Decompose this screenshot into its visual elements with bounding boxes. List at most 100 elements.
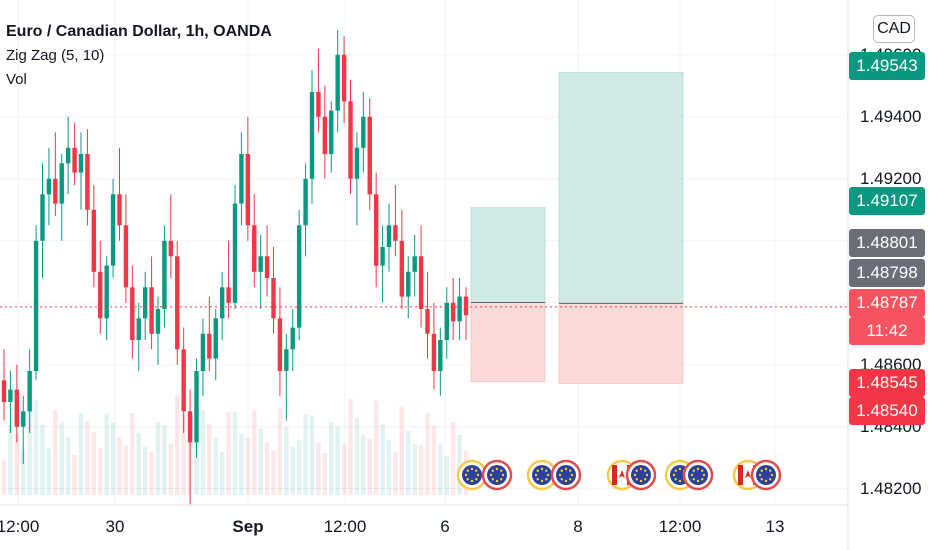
candle-body[interactable] xyxy=(219,287,225,319)
candle-body[interactable] xyxy=(46,178,52,195)
candle-body[interactable] xyxy=(284,349,289,371)
candle-body[interactable] xyxy=(239,154,244,204)
volume-bar xyxy=(425,412,430,495)
candle-body[interactable] xyxy=(438,340,443,371)
candle-body[interactable] xyxy=(373,194,379,266)
euro-flag-icon[interactable] xyxy=(625,459,657,491)
candle-body[interactable] xyxy=(110,194,116,266)
loss-zone[interactable] xyxy=(558,303,684,384)
candle-body[interactable] xyxy=(341,54,347,102)
profit-zone[interactable] xyxy=(470,207,546,303)
candle-body[interactable] xyxy=(53,178,58,204)
candle-body[interactable] xyxy=(187,411,193,443)
time-axis-label: 12:00 xyxy=(0,517,40,536)
volume-indicator-label[interactable]: Vol xyxy=(6,71,27,88)
profit-zone[interactable] xyxy=(558,72,684,304)
candle-body[interactable] xyxy=(78,154,84,173)
candle-body[interactable] xyxy=(425,309,430,334)
candle-body[interactable] xyxy=(444,302,449,340)
volume-bar xyxy=(91,432,97,495)
candle-body[interactable] xyxy=(245,154,251,226)
loss-zone[interactable] xyxy=(470,302,546,383)
candle-body[interactable] xyxy=(130,287,135,340)
economic-events[interactable] xyxy=(456,459,782,491)
candle-body[interactable] xyxy=(367,116,372,195)
candle-body[interactable] xyxy=(149,287,154,334)
candle-body[interactable] xyxy=(329,110,334,154)
candle-body[interactable] xyxy=(207,333,212,359)
volume-bar xyxy=(380,424,385,495)
volume-bar xyxy=(207,424,212,495)
candle-body[interactable] xyxy=(65,147,71,164)
candle-body[interactable] xyxy=(168,240,174,257)
volume-bar xyxy=(296,440,302,495)
candle-body[interactable] xyxy=(431,333,437,371)
candle-body[interactable] xyxy=(450,302,456,322)
euro-flag-icon[interactable] xyxy=(750,459,782,491)
candle-body[interactable] xyxy=(399,240,405,297)
candle-body[interactable] xyxy=(85,154,90,210)
euro-flag-icon[interactable] xyxy=(481,459,513,491)
position-zones[interactable] xyxy=(470,72,684,384)
candle-body[interactable] xyxy=(226,287,231,303)
candle-body[interactable] xyxy=(175,256,180,350)
candle-body[interactable] xyxy=(104,265,109,319)
candle-body[interactable] xyxy=(303,178,308,226)
candle-body[interactable] xyxy=(290,327,295,350)
candle-body[interactable] xyxy=(155,309,161,334)
candle-body[interactable] xyxy=(361,116,366,148)
candle-body[interactable] xyxy=(91,209,97,272)
candle-body[interactable] xyxy=(457,296,462,322)
candle-body[interactable] xyxy=(296,225,302,328)
candle-body[interactable] xyxy=(463,296,469,316)
candle-body[interactable] xyxy=(354,147,360,179)
candles[interactable] xyxy=(1,30,469,505)
candle-body[interactable] xyxy=(181,349,186,412)
candle-body[interactable] xyxy=(136,318,141,340)
candle-body[interactable] xyxy=(59,163,64,204)
euro-flag-icon[interactable] xyxy=(550,459,582,491)
candle-body[interactable] xyxy=(8,389,13,402)
currency-button[interactable]: CAD xyxy=(873,15,915,43)
candle-body[interactable] xyxy=(142,287,148,319)
candle-body[interactable] xyxy=(412,256,417,272)
candle-body[interactable] xyxy=(264,256,270,278)
candle-body[interactable] xyxy=(386,225,392,247)
candle-body[interactable] xyxy=(117,194,122,226)
candle-body[interactable] xyxy=(200,333,206,371)
candle-body[interactable] xyxy=(393,225,398,241)
candle-body[interactable] xyxy=(418,256,424,309)
candle-body[interactable] xyxy=(123,225,129,288)
candle-body[interactable] xyxy=(14,389,20,427)
candle-body[interactable] xyxy=(309,92,315,179)
candle-body[interactable] xyxy=(348,101,353,179)
candle-body[interactable] xyxy=(1,380,7,402)
euro-flag-icon[interactable] xyxy=(682,459,714,491)
zigzag-indicator-label[interactable]: Zig Zag (5, 10) xyxy=(6,47,105,64)
candle-body[interactable] xyxy=(406,271,411,297)
candle-body[interactable] xyxy=(213,318,218,359)
candle-body[interactable] xyxy=(194,371,199,443)
volume-bar xyxy=(450,422,456,495)
candle-body[interactable] xyxy=(21,411,26,427)
candle-body[interactable] xyxy=(258,256,263,272)
candle-body[interactable] xyxy=(72,147,77,173)
candle-body[interactable] xyxy=(277,318,283,371)
candle-body[interactable] xyxy=(33,240,39,371)
candle-body[interactable] xyxy=(232,203,238,303)
candle-body[interactable] xyxy=(252,225,257,272)
candle-body[interactable] xyxy=(27,371,32,412)
candle-body[interactable] xyxy=(380,247,385,266)
candle-body[interactable] xyxy=(322,116,328,154)
volume-bars xyxy=(1,395,469,495)
candle-body[interactable] xyxy=(98,271,103,319)
symbol-title[interactable]: Euro / Canadian Dollar, 1h, OANDA xyxy=(6,23,272,40)
candle-body[interactable] xyxy=(162,240,167,309)
candle-body[interactable] xyxy=(271,278,276,319)
candle-body[interactable] xyxy=(335,54,340,111)
candle-body[interactable] xyxy=(40,194,45,241)
candle-body[interactable] xyxy=(316,92,321,117)
euro-flag-icon[interactable] xyxy=(456,459,488,491)
